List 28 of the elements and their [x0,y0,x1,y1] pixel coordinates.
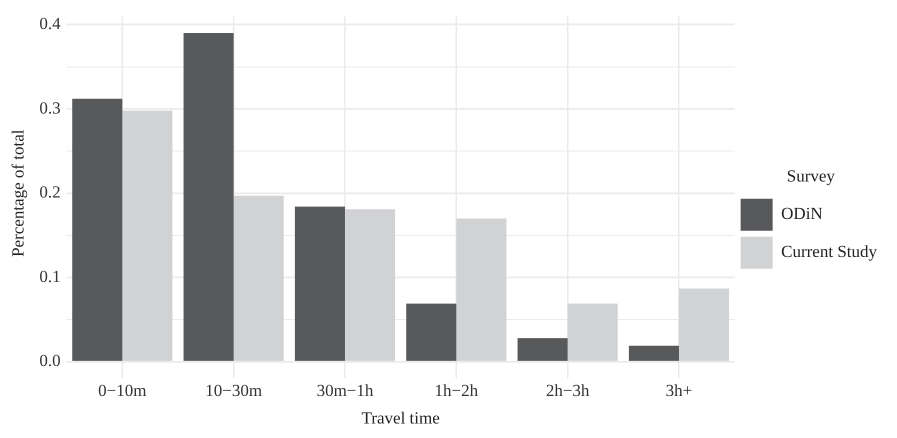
bar [294,206,345,361]
y-tick-label: 0.0 [39,351,61,370]
bar [456,218,506,361]
y-tick-label: 0.4 [39,14,62,34]
bar [406,304,456,361]
y-tick-label: 0.3 [39,98,61,118]
x-tick-label: 3h+ [666,380,692,400]
x-tick-label: 0−10m [98,380,146,400]
y-axis-title: Percentage of total [8,129,28,257]
x-tick-label: 1h−2h [434,380,479,400]
bar [568,304,618,361]
legend-title: Survey [786,166,836,186]
bar [518,338,568,361]
y-tick-label: 0.2 [39,182,61,202]
bar [184,33,234,361]
x-tick-label: 2h−3h [546,380,590,400]
bar [122,110,172,361]
legend-label: Current Study [781,242,878,262]
x-tick-label: 30m−1h [316,380,374,400]
y-tick-label: 0.1 [39,266,61,286]
x-tick-label: 10−30m [205,380,262,400]
bar [234,196,284,361]
legend-label: ODiN [781,204,823,224]
x-axis-title: Travel time [362,408,440,428]
bar [344,209,396,361]
bar [628,346,679,361]
bar [678,288,730,361]
bar [72,98,122,361]
